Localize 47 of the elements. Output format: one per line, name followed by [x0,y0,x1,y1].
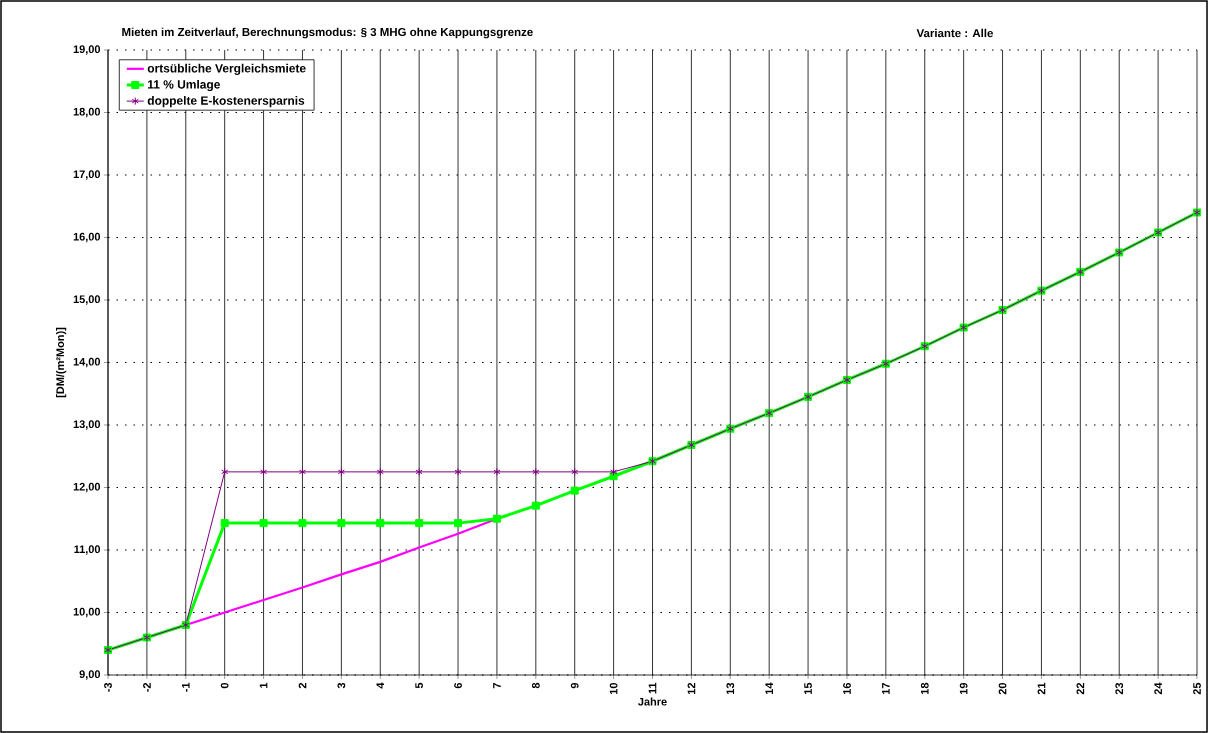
x-tick-label: 24 [1154,682,1162,695]
x-tick-label: 19 [959,682,968,695]
legend-label: doppelte E-kostenersparnis [147,96,305,108]
y-tick-label: 11,00 [74,545,101,555]
x-tick-label: 14 [765,682,773,695]
x-tick-label: 2 [298,682,307,689]
x-tick-label: 17 [882,683,890,695]
legend-label: ortsübliche Vergleichsmiete [147,63,306,75]
x-tick-label: 6 [454,682,462,689]
x-axis-title: Jahre [638,697,667,706]
x-tick-label: 23 [1115,682,1124,695]
y-tick-label: 16,00 [73,232,101,243]
x-tick-label: 16 [843,682,851,695]
x-tick-label: 4 [376,682,385,689]
x-tick-label: 20 [998,682,1007,695]
y-axis-title: [DM/(m²Mon)] [56,327,67,398]
y-tick-label: 13,00 [73,420,101,430]
y-tick-label: 10,00 [73,607,101,618]
x-tick-label: -3 [104,682,112,692]
legend-label: 11 % Umlage [148,79,220,92]
chart-title: Mieten im Zeitverlauf, Berechnungsmodus: § 3 MHG ohne Kappungsgrenze [122,27,533,39]
x-tick-label: -2 [143,682,151,692]
y-tick-label: 12,00 [73,482,101,493]
x-tick-label: 10 [609,682,618,695]
y-tick-label: 18,00 [73,107,101,118]
x-tick-label: 9 [570,682,579,689]
x-tick-label: 11 [648,682,657,694]
y-tick-label: 14,00 [73,357,101,368]
x-tick-label: 12 [687,682,696,695]
y-tick-label: 15,00 [73,295,101,305]
x-tick-label: 1 [259,682,268,688]
x-tick-label: 7 [493,683,501,689]
x-tick-label: -1 [182,682,190,692]
x-tick-label: 25 [1193,682,1201,695]
x-tick-label: 8 [531,682,540,689]
x-tick-label: 18 [920,682,929,695]
x-tick-label: 0 [220,682,229,689]
y-tick-label: 9,00 [79,670,101,680]
x-tick-label: 5 [415,682,423,689]
x-tick-label: 3 [337,682,346,689]
x-tick-label: 15 [804,682,812,695]
y-tick-label: 17,00 [73,170,101,180]
y-tick-label: 19,00 [73,45,101,55]
chart-subtitle: Variante : Alle [916,28,993,38]
x-tick-label: 21 [1037,682,1046,695]
x-tick-label: 22 [1076,682,1085,695]
x-tick-label: 13 [726,682,735,695]
